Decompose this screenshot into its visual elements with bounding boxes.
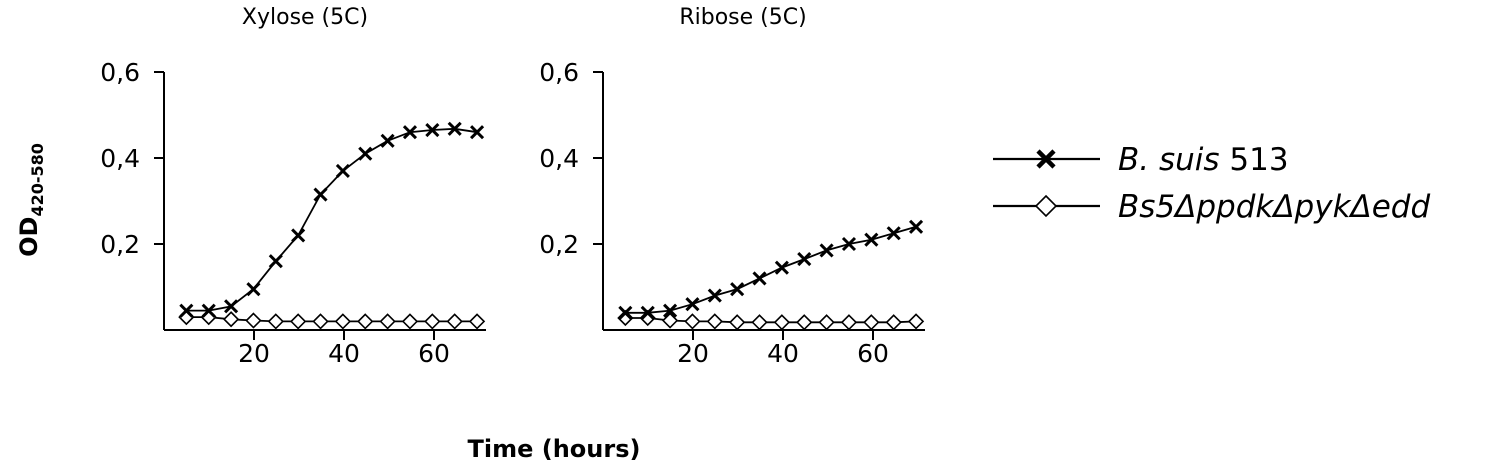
xylose-x-tick-label-40: 40 bbox=[328, 339, 360, 368]
legend-entry-mutant: Bs5ΔppdkΔpykΔedd bbox=[993, 189, 1430, 225]
data-point-wildtype bbox=[425, 122, 440, 138]
data-point-wildtype bbox=[663, 303, 678, 318]
data-point-wildtype bbox=[864, 232, 879, 247]
y-axis-label: OD420-580 bbox=[15, 143, 47, 257]
xylose-y-tick-label-0.6: 0,6 bbox=[100, 58, 140, 87]
data-point-wildtype bbox=[224, 299, 239, 314]
xylose-y-tick-label-0.2: 0,2 bbox=[100, 230, 140, 259]
legend-marker-diamond bbox=[1034, 194, 1058, 218]
data-point-wildtype bbox=[774, 260, 789, 275]
data-point-mutant bbox=[401, 313, 419, 330]
data-point-mutant bbox=[446, 313, 463, 330]
data-point-wildtype bbox=[886, 226, 901, 241]
legend-diamond-marker bbox=[1034, 194, 1058, 218]
data-point-wildtype bbox=[618, 305, 633, 320]
data-point-wildtype bbox=[313, 187, 328, 202]
data-point-mutant bbox=[379, 313, 396, 330]
xylose-plot-area bbox=[178, 121, 486, 330]
ribose-y-tick-label-0.2: 0,2 bbox=[539, 230, 579, 259]
xylose-panel: Xylose (5C) 0,6 0,4 0,2 20 40 60 bbox=[100, 5, 486, 368]
ribose-y-tick-label-0.4: 0,4 bbox=[539, 144, 579, 173]
legend-label-wildtype-plain: 513 bbox=[1220, 142, 1289, 178]
data-point-mutant bbox=[245, 312, 262, 329]
data-point-wildtype bbox=[291, 228, 306, 243]
data-point-mutant bbox=[357, 313, 374, 330]
data-point-mutant bbox=[312, 313, 329, 330]
data-point-wildtype bbox=[447, 121, 462, 136]
data-point-wildtype bbox=[268, 254, 283, 269]
data-point-wildtype bbox=[908, 219, 924, 234]
legend-x-marker bbox=[1036, 149, 1056, 169]
data-point-wildtype bbox=[841, 236, 857, 252]
data-point-mutant bbox=[729, 314, 746, 331]
data-point-mutant bbox=[267, 313, 284, 330]
data-point-mutant bbox=[684, 313, 701, 330]
xylose-x-tick-label-20: 20 bbox=[238, 339, 270, 368]
data-point-wildtype bbox=[640, 305, 655, 320]
legend-label-wildtype: B. suis 513 bbox=[1118, 142, 1289, 178]
data-point-wildtype bbox=[380, 133, 395, 148]
ribose-x-tick-label-40: 40 bbox=[767, 339, 799, 368]
legend-label-mutant-italic: Bs5ΔppdkΔpykΔedd bbox=[1118, 189, 1430, 225]
y-axis-label-subscript: 420-580 bbox=[28, 143, 47, 216]
data-point-mutant bbox=[863, 314, 880, 331]
data-point-mutant bbox=[222, 311, 240, 328]
data-point-wildtype bbox=[201, 303, 216, 318]
data-point-mutant bbox=[885, 314, 902, 331]
y-axis-label-main: OD bbox=[15, 217, 43, 257]
data-point-mutant bbox=[661, 312, 679, 329]
data-point-wildtype bbox=[179, 303, 194, 318]
data-point-wildtype bbox=[469, 125, 485, 140]
data-point-mutant bbox=[907, 313, 925, 330]
ribose-plot-area bbox=[617, 219, 925, 331]
data-point-mutant bbox=[796, 314, 813, 331]
data-point-mutant bbox=[818, 314, 835, 331]
data-point-wildtype bbox=[402, 125, 418, 140]
data-point-mutant bbox=[290, 313, 307, 330]
x-axis-label: Time (hours) bbox=[468, 435, 641, 463]
series-line-wildtype bbox=[186, 127, 478, 312]
ribose-x-tick-label-60: 60 bbox=[857, 339, 889, 368]
data-point-mutant bbox=[751, 314, 768, 331]
data-point-mutant bbox=[424, 313, 441, 330]
data-point-mutant bbox=[840, 314, 858, 331]
data-point-mutant bbox=[773, 314, 791, 331]
legend: B. suis 513 Bs5ΔppdkΔpykΔedd bbox=[993, 142, 1430, 225]
legend-label-wildtype-italic: B. suis bbox=[1118, 142, 1220, 178]
legend-entry-wildtype: B. suis 513 bbox=[993, 142, 1289, 178]
series-line-wildtype bbox=[625, 225, 917, 314]
data-point-wildtype bbox=[685, 297, 700, 312]
data-point-mutant bbox=[706, 313, 723, 330]
legend-marker-x bbox=[1036, 149, 1056, 169]
data-point-wildtype bbox=[797, 251, 812, 267]
xylose-x-tick-label-60: 60 bbox=[418, 339, 450, 368]
ribose-x-tick-label-20: 20 bbox=[677, 339, 709, 368]
data-point-wildtype bbox=[358, 146, 373, 161]
data-point-wildtype bbox=[819, 243, 834, 258]
data-point-wildtype bbox=[752, 271, 767, 286]
xylose-y-tick-label-0.4: 0,4 bbox=[100, 144, 140, 173]
ribose-panel: Ribose (5C) 0,6 0,4 0,2 20 40 60 bbox=[539, 5, 925, 368]
data-point-wildtype bbox=[730, 282, 745, 297]
ribose-y-tick-label-0.6: 0,6 bbox=[539, 58, 579, 87]
data-point-wildtype bbox=[335, 163, 350, 178]
ribose-title: Ribose (5C) bbox=[679, 5, 806, 30]
data-point-wildtype bbox=[707, 288, 722, 303]
xylose-title: Xylose (5C) bbox=[242, 5, 368, 30]
data-point-mutant bbox=[334, 313, 352, 330]
data-point-wildtype bbox=[246, 282, 261, 297]
data-point-mutant bbox=[468, 313, 486, 330]
legend-label-mutant: Bs5ΔppdkΔpykΔedd bbox=[1118, 189, 1430, 225]
